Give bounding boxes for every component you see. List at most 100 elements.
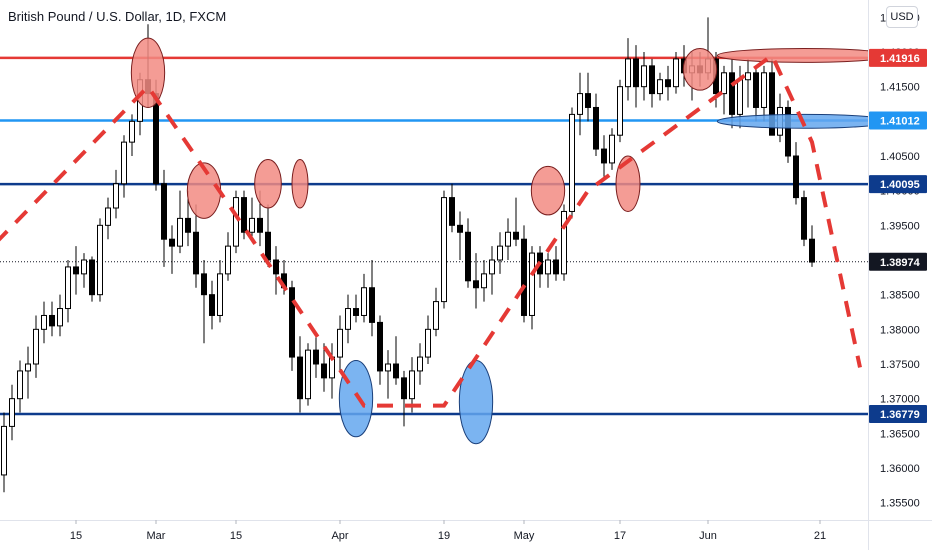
candle-body: [633, 58, 639, 88]
candle-body: [361, 287, 367, 316]
candle-body: [313, 349, 319, 365]
candles: [1, 17, 815, 493]
candle-body: [377, 321, 383, 372]
candle-body: [33, 328, 39, 365]
time-tick-label: 21: [814, 530, 826, 542]
candle-body: [297, 356, 303, 400]
candle-body: [785, 106, 791, 157]
candle: [121, 135, 127, 198]
red-ellipse-marker: [130, 37, 166, 108]
candle: [25, 346, 31, 399]
candle: [65, 260, 71, 323]
candle: [585, 72, 591, 122]
candle-body: [649, 65, 655, 95]
candle-body: [337, 328, 343, 358]
candle-body: [353, 308, 359, 316]
candle-body: [113, 183, 119, 209]
candle-body: [265, 231, 271, 261]
candle-body: [417, 356, 423, 372]
candle: [625, 38, 631, 101]
candle-body: [513, 231, 519, 240]
candle-body: [1, 425, 7, 476]
candle: [577, 72, 583, 136]
candle: [129, 114, 135, 156]
price-axis: 1.425001.420001.415001.410001.405001.400…: [869, 12, 927, 510]
candle-body: [17, 370, 23, 400]
candle-body: [65, 266, 71, 310]
time-tick-label: 15: [70, 530, 82, 542]
candle-body: [433, 301, 439, 330]
candle: [753, 65, 759, 122]
candle: [105, 197, 111, 240]
price-tick-label: 1.38000: [880, 324, 920, 336]
candle-body: [593, 106, 599, 150]
price-tick-label: 1.39500: [880, 220, 920, 232]
candle-body: [121, 141, 127, 185]
candle: [361, 273, 367, 323]
time-tick-label: May: [514, 530, 535, 542]
candle-body: [665, 79, 671, 88]
candle: [345, 294, 351, 344]
candle-body: [793, 155, 799, 199]
candle-body: [289, 287, 295, 358]
candle-body: [609, 134, 615, 164]
currency-button[interactable]: USD: [886, 6, 918, 28]
candle-body: [201, 273, 207, 296]
candle: [17, 360, 23, 413]
time-tick-label: Jun: [699, 530, 717, 542]
candle: [177, 190, 183, 254]
candle: [353, 294, 359, 323]
candle-body: [737, 79, 743, 115]
price-tick-label: 1.36000: [880, 463, 920, 475]
candle-body: [73, 266, 79, 275]
candle: [417, 343, 423, 385]
candle-body: [161, 183, 167, 240]
candle-body: [745, 72, 751, 81]
time-tick-label: Apr: [331, 530, 348, 542]
candle: [49, 301, 55, 337]
price-tick-label: 1.38500: [880, 290, 920, 302]
candle: [441, 190, 447, 309]
candle-body: [129, 120, 135, 143]
candle: [321, 343, 327, 392]
candle: [81, 253, 87, 288]
price-tick-label: 1.36500: [880, 428, 920, 440]
level-price-badge: [869, 404, 927, 423]
candle-body: [481, 273, 487, 289]
level-price-badge: [869, 111, 927, 130]
red-ellipse-marker: [615, 155, 641, 212]
candle: [113, 169, 119, 219]
candle: [721, 65, 727, 115]
candle: [785, 100, 791, 163]
candle: [609, 128, 615, 170]
candle-body: [721, 72, 727, 95]
candle-body: [521, 238, 527, 316]
candle: [569, 107, 575, 219]
blue-ellipse-marker: [338, 360, 374, 438]
candle-body: [89, 259, 95, 296]
candle-body: [729, 72, 735, 115]
price-tick-label: 1.41500: [880, 82, 920, 94]
candle: [601, 135, 607, 177]
candle: [225, 232, 231, 281]
time-tick-label: 17: [614, 530, 626, 542]
candle-body: [753, 72, 759, 108]
candle: [593, 93, 599, 156]
candle: [553, 246, 559, 281]
candle-body: [553, 259, 559, 275]
red-ellipse-marker: [530, 165, 566, 216]
dashed-projection: [0, 52, 862, 408]
candle-body: [505, 231, 511, 247]
candle: [289, 280, 295, 371]
candle: [201, 260, 207, 344]
candle: [193, 204, 199, 288]
candle: [457, 211, 463, 260]
red-ellipse-marker: [716, 48, 868, 63]
last-price-badge: [869, 252, 927, 271]
red-ellipse-marker: [682, 48, 718, 91]
candle-body: [673, 58, 679, 88]
candle: [673, 52, 679, 94]
candle-body: [249, 217, 255, 233]
